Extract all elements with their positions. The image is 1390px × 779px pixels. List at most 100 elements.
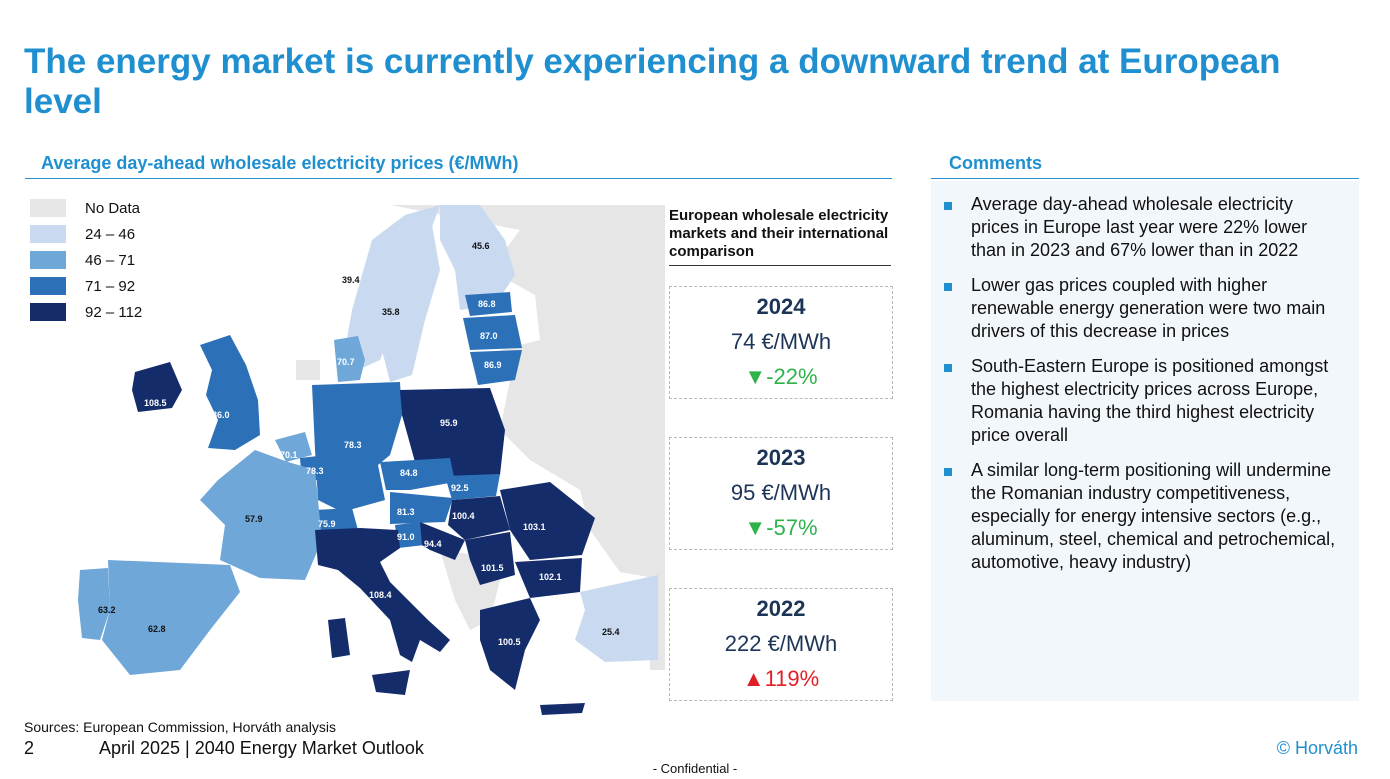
page-number: 2	[24, 738, 35, 758]
region-latvia	[463, 315, 522, 350]
legend-label: 46 – 71	[85, 251, 136, 269]
map-value-label: 91.0	[397, 532, 415, 542]
region-germany	[312, 382, 402, 512]
legend-label: No Data	[85, 199, 141, 217]
region-belgium	[275, 432, 312, 462]
card-price: 95 €/MWh	[730, 480, 832, 505]
footer-text: April 2025 | 2040 Energy Market Outlook	[99, 738, 424, 758]
map-value-label: 100.5	[498, 637, 521, 647]
legend-label: 24 – 46	[85, 225, 136, 243]
region-slovakia	[445, 474, 500, 500]
map-value-label: 95.9	[440, 418, 458, 428]
legend-label: 92 – 112	[85, 303, 143, 321]
comment-item: Average day-ahead wholesale electricity …	[941, 193, 1341, 262]
card-change: ▼-22%	[670, 364, 892, 390]
card-price: 222 €/MWh	[724, 631, 838, 656]
legend-swatch	[30, 277, 66, 295]
map-value-label: 39.4	[342, 275, 360, 285]
square-bullet-icon	[944, 283, 952, 291]
region-hungary	[448, 496, 510, 540]
map-value-label: 86.8	[478, 299, 496, 309]
card-change-value: 119%	[764, 666, 820, 691]
region-croatia	[420, 522, 465, 560]
card-change-value: -57%	[766, 515, 818, 540]
arrow-up-icon: ▲	[742, 666, 765, 691]
map-value-label: 63.2	[98, 605, 116, 615]
square-bullet-icon	[944, 364, 952, 372]
map-value-label: 75.9	[318, 519, 336, 529]
map-value-label: 108.5	[144, 398, 167, 408]
map-value-label: 108.4	[369, 590, 392, 600]
map-value-label: 86.9	[484, 360, 502, 370]
map-value-label: 45.6	[472, 241, 490, 251]
arrow-down-icon: ▼	[744, 515, 767, 540]
region-sweden	[382, 225, 440, 382]
map-value-label: 86.0	[212, 410, 230, 420]
copyright: © Horváth	[1276, 738, 1358, 758]
map-value-label: 70.1	[280, 450, 298, 460]
region-finland	[440, 205, 515, 310]
card-year: 2023	[756, 445, 806, 470]
region-iceland-nodata	[296, 360, 320, 380]
region-romania	[500, 482, 595, 560]
page-title: The energy market is currently experienc…	[24, 42, 1281, 121]
region-italy	[315, 528, 450, 662]
region-france	[200, 450, 322, 580]
region-uk	[200, 335, 260, 450]
card-price: 74 €/MWh	[730, 329, 832, 354]
region-slovenia	[395, 522, 425, 548]
map-value-label: 102.1	[539, 572, 562, 582]
region-bulgaria	[515, 558, 582, 598]
region-switzerland	[315, 508, 358, 532]
comment-item: South-Eastern Europe is positioned among…	[941, 355, 1341, 447]
map-value-label: 62.8	[148, 624, 166, 634]
europe-price-map: 108.5 86.0 39.4 35.8 45.6 86.8 87.0 86.9…	[78, 205, 665, 715]
region-turkey	[575, 575, 658, 662]
legend-item: 71 – 92	[30, 273, 142, 299]
region-sardinia	[328, 618, 350, 658]
legend-item: 46 – 71	[30, 247, 142, 273]
map-value-label: 94.4	[424, 539, 442, 549]
region-lithuania	[470, 350, 522, 385]
region-poland	[400, 388, 505, 478]
region-greece	[480, 598, 540, 690]
legend-swatch	[30, 251, 66, 269]
card-change: ▼-57%	[670, 515, 892, 541]
card-year: 2024	[756, 294, 806, 319]
map-value-label: 81.3	[397, 507, 415, 517]
map-value-label: 35.8	[382, 307, 400, 317]
region-russia-nodata	[390, 205, 665, 580]
region-estonia	[465, 292, 512, 316]
region-spain	[102, 560, 240, 675]
comment-text: Average day-ahead wholesale electricity …	[971, 194, 1308, 260]
map-value-label: 100.4	[452, 511, 475, 521]
map-value-label: 103.1	[523, 522, 546, 532]
legend-swatch	[30, 303, 66, 321]
region-portugal	[78, 568, 110, 640]
map-value-label: 87.0	[480, 331, 498, 341]
square-bullet-icon	[944, 468, 952, 476]
map-value-label: 92.5	[451, 483, 469, 493]
square-bullet-icon	[944, 202, 952, 210]
comments-list: Average day-ahead wholesale electricity …	[941, 193, 1341, 574]
comment-item: Lower gas prices coupled with higher ren…	[941, 274, 1341, 343]
legend-swatch	[30, 225, 66, 243]
legend-item: 24 – 46	[30, 221, 142, 247]
map-value-label: 78.3	[306, 466, 324, 476]
year-card-2024: 2024 74 €/MWh ▼-22%	[669, 286, 893, 399]
region-ireland	[132, 362, 182, 412]
region-sicily	[372, 670, 410, 695]
map-value-label: 84.8	[400, 468, 418, 478]
map-legend: No Data 24 – 46 46 – 71 71 – 92 92 – 112	[30, 195, 142, 325]
region-austria	[390, 492, 453, 524]
comment-text: A similar long-term positioning will und…	[971, 460, 1336, 572]
region-denmark	[334, 336, 365, 382]
region-serbia	[465, 532, 515, 585]
sources-note: Sources: European Commission, Horváth an…	[24, 719, 337, 735]
map-value-label: 57.9	[245, 514, 263, 524]
map-value-label: 78.3	[344, 440, 362, 450]
legend-swatch	[30, 199, 66, 217]
comparison-title: European wholesale electricity markets a…	[669, 207, 891, 266]
legend-label: 71 – 92	[85, 277, 136, 295]
region-crete	[540, 703, 585, 715]
